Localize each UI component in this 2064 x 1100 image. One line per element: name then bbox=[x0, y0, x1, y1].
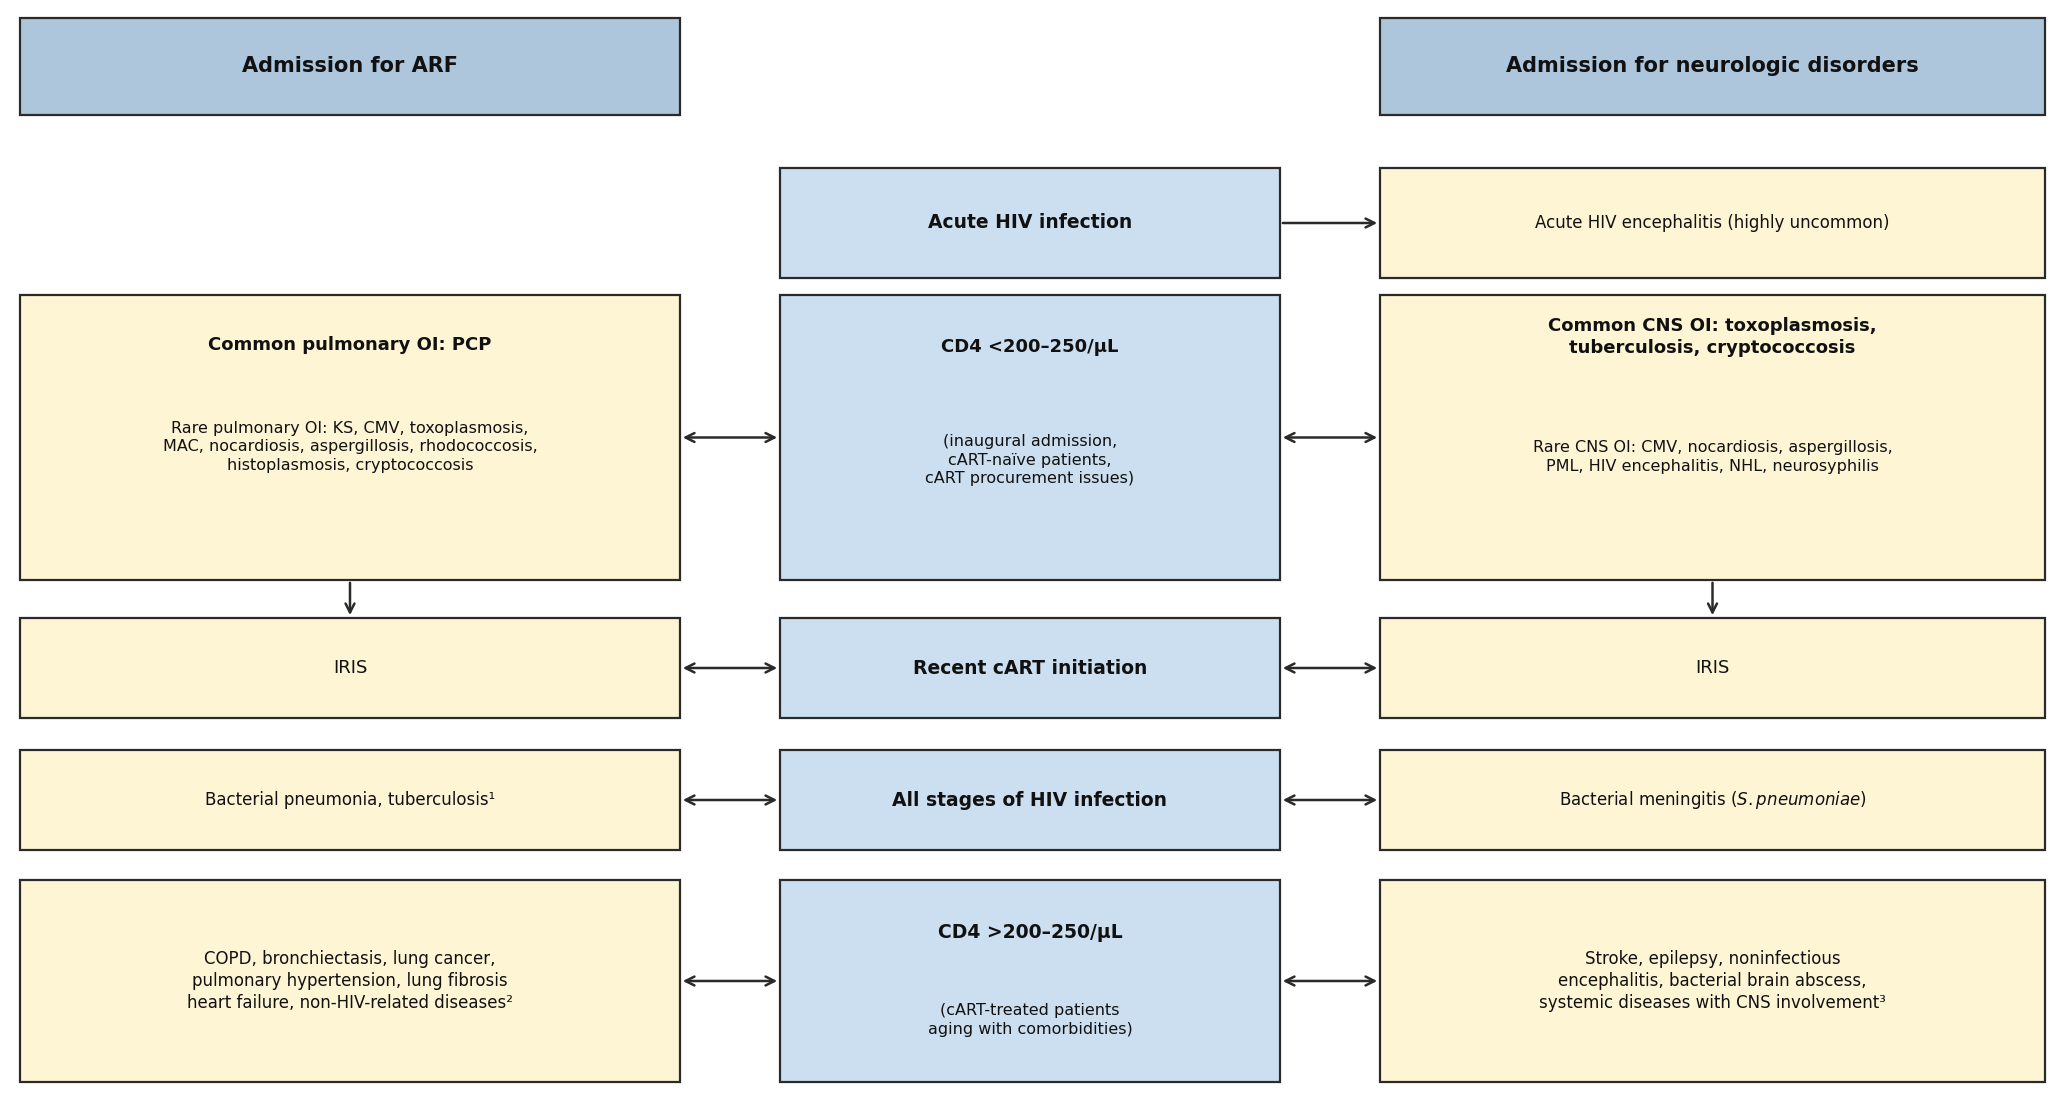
Text: Common pulmonary OI: PCP: Common pulmonary OI: PCP bbox=[208, 336, 491, 354]
Text: All stages of HIV infection: All stages of HIV infection bbox=[892, 791, 1168, 810]
FancyBboxPatch shape bbox=[1381, 750, 2045, 850]
FancyBboxPatch shape bbox=[1381, 168, 2045, 278]
FancyBboxPatch shape bbox=[780, 750, 1280, 850]
Text: CD4 >200–250/μL: CD4 >200–250/μL bbox=[937, 923, 1123, 942]
Text: Bacterial meningitis ($\it{S. pneumoniae}$): Bacterial meningitis ($\it{S. pneumoniae… bbox=[1558, 789, 1866, 811]
Text: COPD, bronchiectasis, lung cancer,
pulmonary hypertension, lung fibrosis
heart f: COPD, bronchiectasis, lung cancer, pulmo… bbox=[188, 949, 514, 1012]
Text: Rare pulmonary OI: KS, CMV, toxoplasmosis,
MAC, nocardiosis, aspergillosis, rhod: Rare pulmonary OI: KS, CMV, toxoplasmosi… bbox=[163, 421, 537, 473]
Text: Bacterial pneumonia, tuberculosis¹: Bacterial pneumonia, tuberculosis¹ bbox=[204, 791, 495, 808]
FancyBboxPatch shape bbox=[1381, 880, 2045, 1082]
Text: Acute HIV infection: Acute HIV infection bbox=[929, 213, 1133, 232]
FancyBboxPatch shape bbox=[780, 880, 1280, 1082]
FancyBboxPatch shape bbox=[21, 618, 679, 718]
Text: IRIS: IRIS bbox=[332, 659, 367, 676]
FancyBboxPatch shape bbox=[1381, 295, 2045, 580]
Text: Admission for ARF: Admission for ARF bbox=[241, 56, 458, 77]
Text: CD4 <200–250/μL: CD4 <200–250/μL bbox=[941, 338, 1119, 356]
FancyBboxPatch shape bbox=[780, 618, 1280, 718]
Text: (cART-treated patients
aging with comorbidities): (cART-treated patients aging with comorb… bbox=[927, 1003, 1133, 1037]
FancyBboxPatch shape bbox=[1381, 618, 2045, 718]
Text: Common CNS OI: toxoplasmosis,
tuberculosis, cryptococcosis: Common CNS OI: toxoplasmosis, tuberculos… bbox=[1548, 317, 1876, 358]
FancyBboxPatch shape bbox=[21, 295, 679, 580]
Text: IRIS: IRIS bbox=[1695, 659, 1730, 676]
FancyBboxPatch shape bbox=[21, 750, 679, 850]
Text: Recent cART initiation: Recent cART initiation bbox=[912, 659, 1148, 678]
Text: (inaugural admission,
cART-naïve patients,
cART procurement issues): (inaugural admission, cART-naïve patient… bbox=[925, 433, 1135, 486]
Text: Admission for neurologic disorders: Admission for neurologic disorders bbox=[1507, 56, 1920, 77]
FancyBboxPatch shape bbox=[780, 168, 1280, 278]
Text: Acute HIV encephalitis (highly uncommon): Acute HIV encephalitis (highly uncommon) bbox=[1536, 214, 1891, 232]
FancyBboxPatch shape bbox=[1381, 18, 2045, 116]
Text: Rare CNS OI: CMV, nocardiosis, aspergillosis,
PML, HIV encephalitis, NHL, neuros: Rare CNS OI: CMV, nocardiosis, aspergill… bbox=[1534, 440, 1893, 474]
Text: Stroke, epilepsy, noninfectious
encephalitis, bacterial brain abscess,
systemic : Stroke, epilepsy, noninfectious encephal… bbox=[1540, 949, 1886, 1012]
FancyBboxPatch shape bbox=[780, 295, 1280, 580]
FancyBboxPatch shape bbox=[21, 880, 679, 1082]
FancyBboxPatch shape bbox=[21, 18, 679, 116]
